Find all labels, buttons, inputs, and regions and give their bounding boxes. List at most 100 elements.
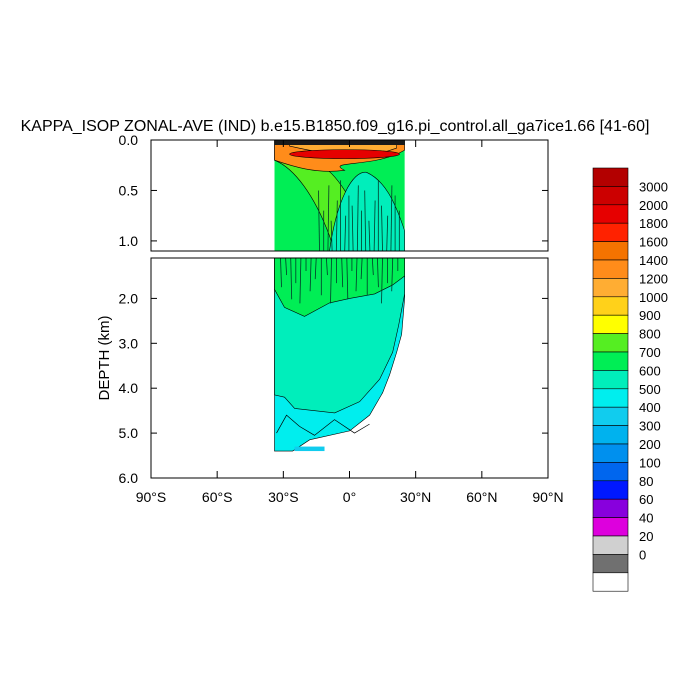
colorbar-label: 20: [639, 529, 653, 544]
region-upper-interior: [329, 171, 405, 251]
colorbar-label: 60: [639, 492, 653, 507]
colorbar-label: 3000: [639, 179, 668, 194]
surface-contour-cluster: [274, 140, 405, 145]
colorbar-swatch: [592, 204, 629, 224]
colorbar-swatch: [592, 535, 629, 555]
y-tick-label-lower: 5.0: [119, 425, 139, 441]
contour-streak: [364, 190, 367, 251]
colorbar-swatch: [592, 186, 629, 206]
contour-streak: [390, 185, 393, 251]
colorbar-swatch: [592, 370, 629, 390]
x-tick-label: 30°S: [268, 489, 299, 505]
y-tick-label-upper: 0.5: [119, 182, 139, 198]
contour-streak: [318, 190, 320, 251]
x-tick-label: 60°S: [202, 489, 233, 505]
contour-streak: [344, 215, 347, 251]
contour-streak: [299, 258, 302, 304]
colorbar-label: 600: [639, 363, 661, 378]
colorbar-swatch: [592, 314, 629, 334]
contour-streak: [327, 185, 330, 251]
colorbar-swatch: [592, 388, 629, 408]
colorbar-swatch: [592, 443, 629, 463]
abyss-contour: [276, 414, 370, 436]
colorbar-label: 200: [639, 437, 661, 452]
lower-field: [274, 258, 405, 452]
x-tick-label: 90°N: [532, 489, 563, 505]
contour-streak: [355, 258, 358, 292]
colorbar-label: 400: [639, 400, 661, 415]
lower-panel: 2.0 3.0 4.0 5.0 6.0 90°S 60°S 30°S 0° 30°N 60°N 90°…: [119, 257, 564, 505]
colorbar-swatch: [592, 241, 629, 261]
chart-title: KAPPA_ISOP ZONAL-AVE (IND) b.e15.B1850.f…: [21, 118, 650, 135]
colorbar-swatch: [592, 167, 629, 187]
contour-streak: [314, 258, 317, 280]
colorbar-label: 500: [639, 382, 661, 397]
colorbar-swatch: [592, 296, 629, 316]
colorbar-label: 2000: [639, 198, 668, 213]
region-surface-core: [289, 149, 400, 159]
colorbar-label: 0: [639, 547, 646, 562]
colorbar-label: 80: [639, 474, 653, 489]
contour-streak: [368, 220, 371, 251]
y-tick-label-lower: 2.0: [119, 290, 139, 306]
colorbar-swatch: [592, 222, 629, 242]
upper-field: [274, 140, 405, 251]
contour-streak: [381, 258, 383, 304]
contour-streak: [356, 185, 359, 251]
y-tick-label-lower: 3.0: [119, 335, 139, 351]
contour-streak: [280, 258, 282, 288]
colorbar-label: 1200: [639, 271, 668, 286]
contour-streak: [381, 205, 383, 251]
contour-streak: [290, 258, 293, 300]
y-tick-label-lower: 6.0: [119, 470, 139, 486]
contour-streak: [391, 258, 394, 292]
contour-streak: [330, 258, 332, 304]
colorbar-swatch: [592, 462, 629, 482]
x-tick-label: 90°S: [136, 489, 167, 505]
colorbar-label: 1800: [639, 216, 668, 231]
colorbar-swatch: [592, 259, 629, 279]
contour-streak: [377, 258, 379, 288]
contour-streak: [373, 200, 376, 251]
x-tick-label: 0°: [343, 489, 356, 505]
colorbar-swatch: [592, 480, 629, 500]
colorbar-label: 900: [639, 308, 661, 323]
contour-streak: [341, 258, 344, 288]
x-tick-label: 30°N: [400, 489, 431, 505]
upper-panel: 0.0 0.5 1.0: [119, 132, 549, 252]
contour-streak: [360, 258, 363, 280]
contour-streak: [346, 258, 349, 300]
y-tick-label-lower: 4.0: [119, 380, 139, 396]
colorbar-swatch: [592, 425, 629, 445]
colorbar-label: 1600: [639, 235, 668, 250]
colorbar-swatch: [592, 572, 629, 592]
colorbar-label: 300: [639, 419, 661, 434]
contour-streak: [335, 200, 338, 251]
colorbar-label: 800: [639, 327, 661, 342]
abyss-patch: [294, 446, 325, 452]
colorbar-label: 700: [639, 345, 661, 360]
colorbar-label: 40: [639, 511, 653, 526]
contour-streak: [386, 215, 389, 251]
region-lower-green: [274, 258, 405, 317]
colorbar-swatch: [592, 517, 629, 537]
colorbar-swatch: [592, 406, 629, 426]
colorbar: 3000200018001600140012001000900800700600…: [592, 167, 668, 592]
x-tick-label: 60°N: [466, 489, 497, 505]
colorbar-swatch: [592, 554, 629, 574]
colorbar-label: 100: [639, 455, 661, 470]
colorbar-swatch: [592, 278, 629, 298]
y-tick-label-upper: 1.0: [119, 233, 139, 249]
contour-streak: [326, 258, 328, 276]
contour-streak: [371, 258, 374, 276]
contour-streak: [285, 258, 288, 276]
colorbar-label: 1400: [639, 253, 668, 268]
contour-streak: [351, 205, 354, 251]
colorbar-swatch: [592, 351, 629, 371]
y-tick-label-upper: 0.0: [119, 132, 139, 148]
colorbar-swatch: [592, 498, 629, 518]
y-axis-label: DEPTH (km): [96, 316, 113, 401]
contour-streak: [309, 258, 312, 292]
contour-streak: [330, 220, 333, 251]
